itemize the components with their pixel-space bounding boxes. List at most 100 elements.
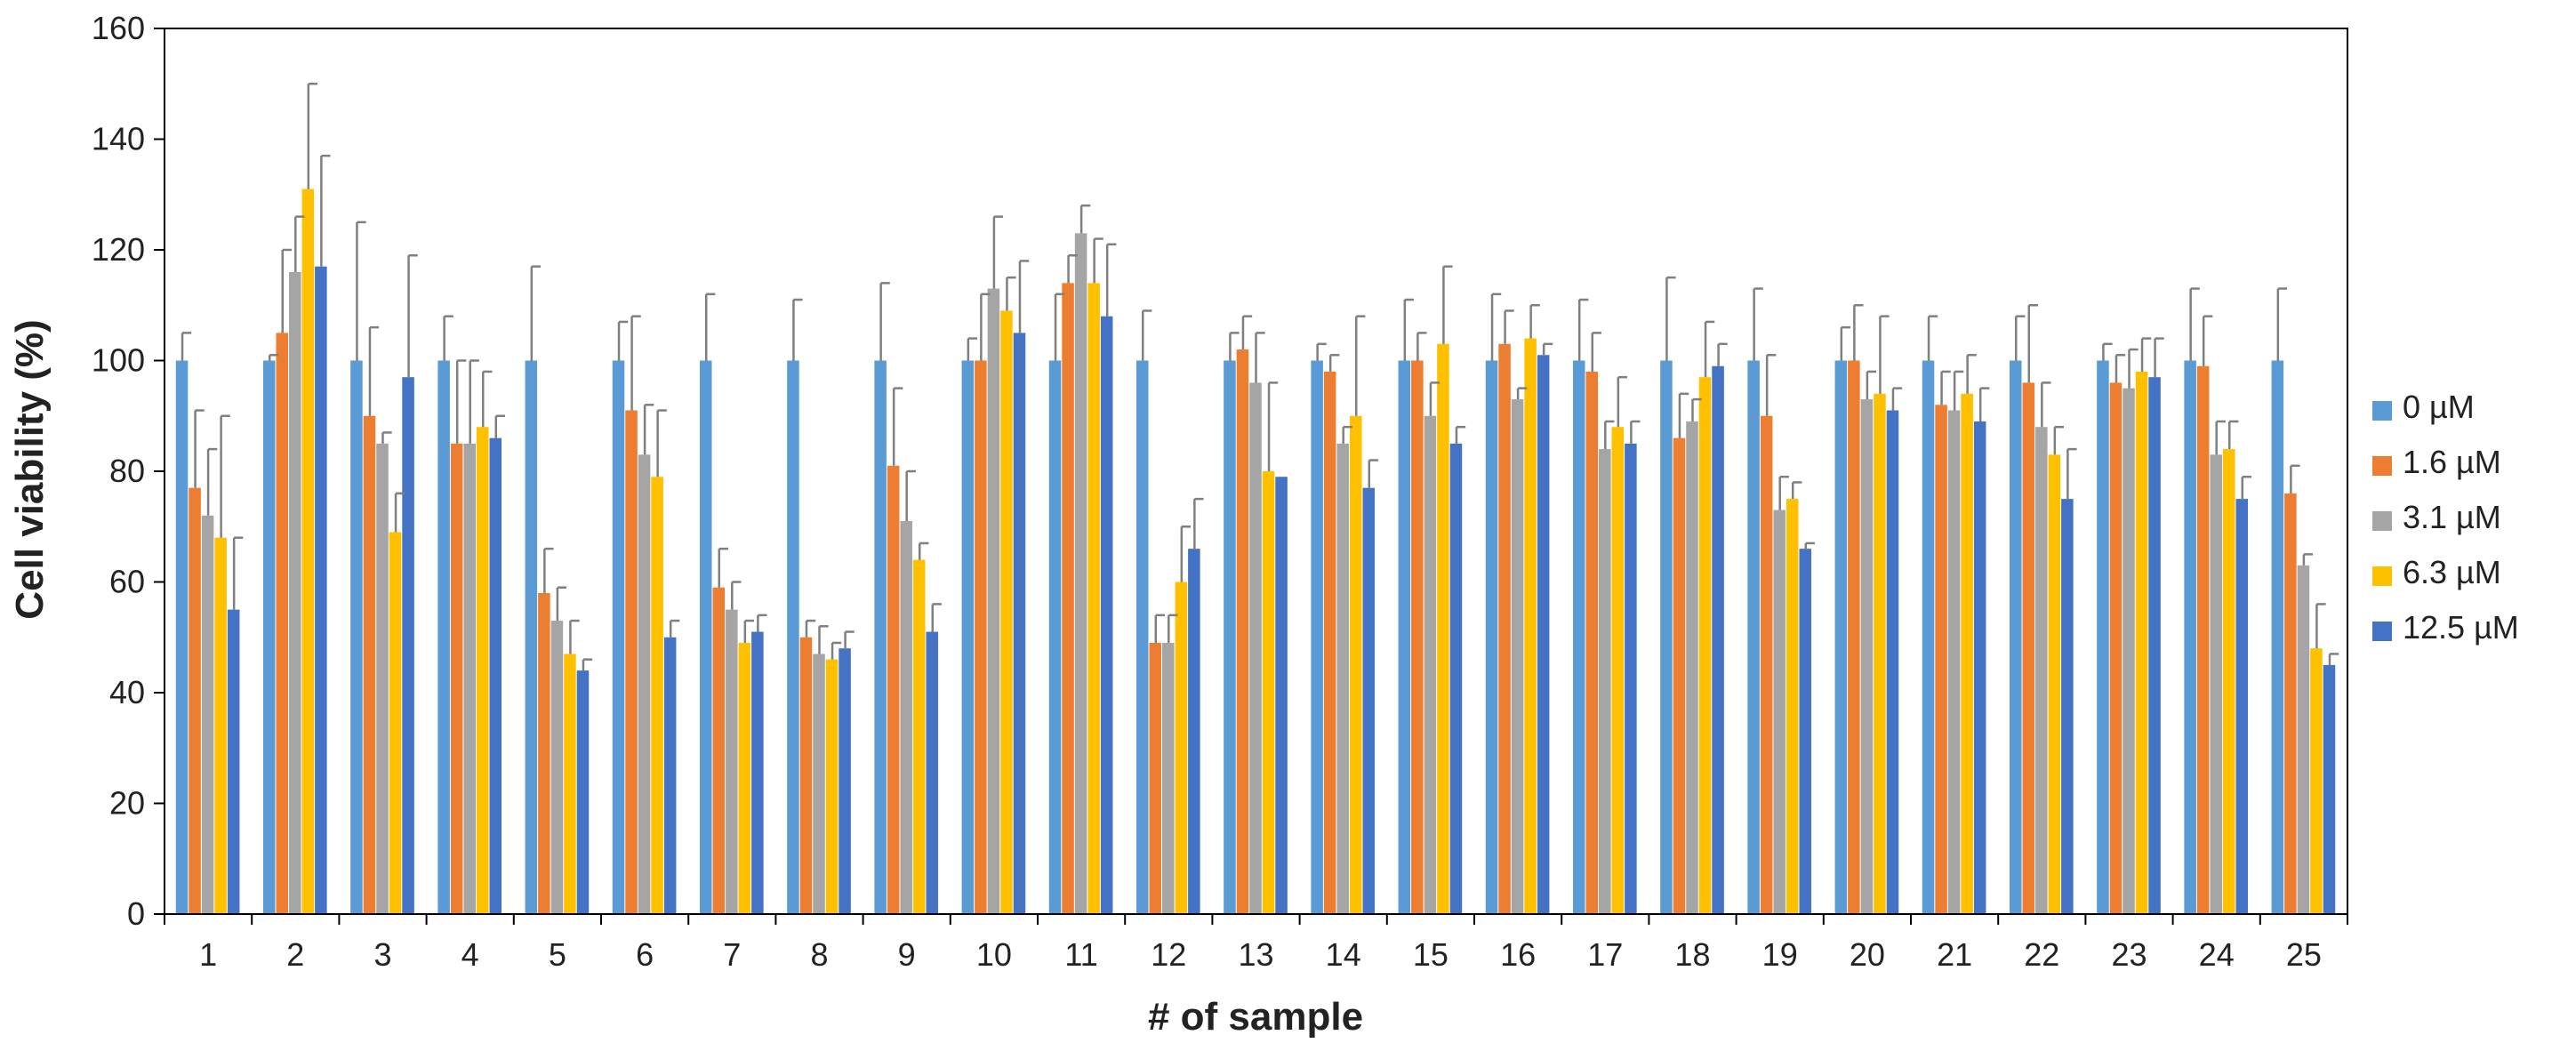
- bar: [663, 637, 677, 914]
- bar: [2284, 493, 2297, 914]
- x-tick-label: 25: [2286, 936, 2322, 973]
- bar: [2210, 454, 2222, 914]
- bar: [1973, 421, 1986, 915]
- bar: [1249, 382, 1262, 914]
- legend-label: 12.5 µM: [2403, 609, 2519, 646]
- error-bars: [181, 83, 2339, 671]
- bar: [1449, 443, 1463, 914]
- bar: [1786, 499, 1799, 914]
- bar: [1572, 360, 1585, 914]
- bar: [651, 477, 663, 914]
- y-tick-label: 40: [109, 674, 145, 710]
- bar: [2048, 454, 2061, 914]
- bar: [2235, 499, 2249, 914]
- bar: [2135, 371, 2148, 914]
- bar: [1149, 642, 1162, 914]
- bar: [1000, 310, 1013, 915]
- bar: [1611, 427, 1625, 914]
- bar: [975, 360, 987, 914]
- bar: [1961, 393, 1973, 915]
- bar: [1236, 349, 1249, 914]
- bar: [1673, 437, 1686, 914]
- bar: [2123, 388, 2135, 914]
- bar: [839, 648, 851, 914]
- y-tick-label: 120: [92, 231, 145, 268]
- bar: [1013, 333, 1026, 914]
- x-tick-label: 21: [1937, 936, 1972, 973]
- x-tick-label: 3: [373, 936, 391, 973]
- bar: [1485, 360, 1498, 914]
- bar: [189, 487, 201, 914]
- bar: [538, 592, 550, 914]
- x-tick-label: 9: [898, 936, 916, 973]
- bar: [1087, 283, 1100, 915]
- bar: [813, 654, 825, 914]
- y-tick-label: 100: [92, 342, 145, 379]
- bar: [825, 659, 839, 914]
- bar: [389, 532, 402, 914]
- bar: [1224, 360, 1236, 914]
- bar: [1947, 410, 1961, 914]
- x-tick-label: 24: [2199, 936, 2235, 973]
- x-tick-label: 17: [1587, 936, 1623, 973]
- bar: [961, 360, 975, 914]
- y-axis-title: Cell viability (%): [8, 319, 52, 619]
- bar: [402, 377, 414, 914]
- bar: [1336, 443, 1349, 914]
- bar: [799, 637, 813, 914]
- bar: [1599, 449, 1611, 915]
- x-tick-label: 18: [1674, 936, 1710, 973]
- bar: [1411, 360, 1424, 914]
- bar: [550, 621, 564, 914]
- x-tick-label: 20: [1850, 936, 1885, 973]
- bar: [712, 587, 726, 914]
- bar: [363, 415, 376, 914]
- bar: [887, 465, 900, 914]
- x-tick-label: 7: [723, 936, 741, 973]
- bar: [1860, 399, 1874, 914]
- y-tick-label: 20: [109, 785, 145, 822]
- bar: [463, 443, 476, 914]
- legend-swatch: [2372, 401, 2392, 421]
- y-tick-label: 0: [127, 895, 145, 932]
- bar: [2061, 499, 2074, 914]
- bar: [1874, 393, 1886, 915]
- bar: [625, 410, 638, 914]
- x-tick-label: 4: [461, 936, 479, 973]
- x-tick-label: 11: [1064, 936, 1097, 973]
- bar: [1834, 360, 1848, 914]
- bar: [2148, 377, 2161, 914]
- bar: [1799, 549, 1812, 914]
- bar: [175, 360, 189, 914]
- bar: [276, 333, 289, 914]
- bar: [638, 454, 651, 914]
- bar: [1362, 487, 1376, 914]
- legend-swatch: [2372, 511, 2392, 531]
- bar: [350, 360, 363, 914]
- bar: [738, 642, 751, 914]
- bar: [2109, 382, 2123, 914]
- bar: [751, 631, 764, 914]
- bar: [1062, 283, 1074, 915]
- legend-label: 0 µM: [2403, 389, 2475, 425]
- bar: [1175, 582, 1188, 914]
- x-tick-label: 15: [1413, 936, 1448, 973]
- bar: [699, 360, 712, 914]
- bar: [2035, 427, 2048, 914]
- legend: 0 µM 1.6 µM 3.1 µM 6.3 µM 12.5 µM: [2372, 389, 2519, 646]
- legend-swatch: [2372, 566, 2392, 586]
- x-axis-title: # of sample: [1148, 995, 1363, 1039]
- bar: [1935, 405, 1947, 914]
- bar: [926, 631, 939, 914]
- bar: [525, 360, 538, 914]
- bar: [1886, 410, 1899, 914]
- x-tick-label: 16: [1500, 936, 1536, 973]
- bar: [2310, 648, 2323, 914]
- bar: [262, 360, 276, 914]
- bar: [1349, 415, 1362, 914]
- legend-swatch: [2372, 456, 2392, 476]
- bar: [1100, 316, 1113, 914]
